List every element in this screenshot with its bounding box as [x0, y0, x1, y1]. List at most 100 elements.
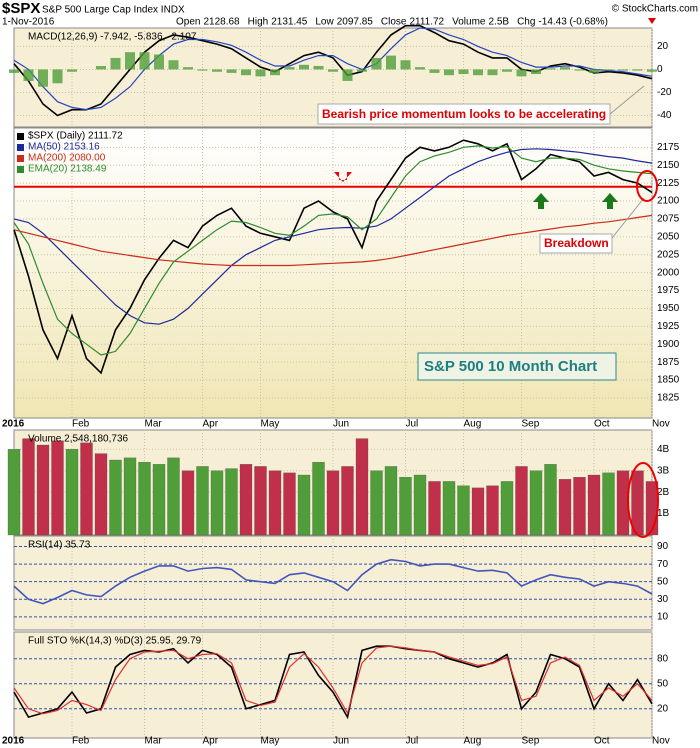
y-tick-label: 80	[657, 653, 669, 664]
highlight-ellipse	[636, 170, 658, 202]
plots: -40 -20 0 20 MACD(12,26,9) -7.942, -5.836, -…	[2, 24, 680, 747]
panel-label: RSI(14) 35.73	[28, 540, 91, 551]
y-tick-label: 0	[657, 64, 663, 75]
histogram-bar	[23, 69, 34, 81]
legend-entry: EMA(20) 2138.49	[28, 164, 107, 175]
y-tick-label: 2175	[657, 142, 680, 153]
down-triangle	[648, 18, 656, 24]
x-tick-label: Sep	[522, 736, 540, 747]
histogram-bar	[67, 69, 77, 72]
quote-label: Low	[315, 17, 334, 28]
histogram-bar	[342, 69, 353, 81]
panel: 20 50 80 2016 Feb Mar Apr May Jun Jul Aug Sep Oct Nov…	[2, 632, 670, 747]
x-tick-label: Feb	[72, 419, 90, 430]
legend-swatch	[17, 144, 24, 151]
panel-background	[13, 535, 653, 631]
y-tick-label: 50	[657, 678, 669, 689]
quote-label: Close	[381, 17, 407, 28]
histogram-bar	[255, 69, 266, 77]
series-line	[13, 645, 653, 715]
panel: 1825 1850 1875 1900 1925 1950 1975 2000 2025 2050…	[2, 128, 680, 430]
annotation: Bearish price momentum looks to be accel…	[322, 107, 606, 121]
series-line	[13, 645, 653, 720]
histogram-bar	[589, 69, 599, 73]
x-tick-label: Nov	[652, 419, 670, 430]
histogram-bar	[110, 57, 121, 70]
quote-value: -14.43 (-0.68%)	[538, 17, 607, 28]
x-tick-label: May	[261, 736, 280, 747]
series-line	[13, 214, 653, 267]
volume-bar	[486, 485, 499, 536]
histogram-bar	[502, 69, 512, 72]
volume-bar	[645, 481, 659, 536]
legend-swatch	[17, 166, 24, 173]
chart-label: S&P 500 10 Month Chart	[424, 358, 597, 375]
histogram-bar	[603, 69, 614, 71]
y-tick-label: 20	[657, 41, 669, 52]
series-line	[13, 558, 653, 605]
volume-bar	[123, 457, 137, 536]
y-tick-label: 20	[657, 703, 669, 714]
x-tick-label: May	[261, 419, 280, 430]
volume-bar	[442, 481, 456, 536]
legend-entry: MA(50) 2153.16	[28, 142, 100, 153]
volume-bar	[544, 464, 557, 536]
volume-bar	[312, 461, 325, 536]
buy-arrow	[602, 193, 618, 209]
symbol: $SPX	[2, 0, 40, 17]
y-tick-label: 70	[657, 559, 669, 570]
histogram-bar	[197, 69, 208, 71]
y-tick-label: 30	[657, 594, 669, 605]
sell-arrow	[334, 172, 352, 182]
legend-swatch	[17, 155, 24, 162]
volume-bar	[428, 481, 441, 536]
x-tick-label: Oct	[594, 419, 610, 430]
histogram-bar	[545, 68, 556, 70]
y-tick-label: 1850	[657, 375, 680, 386]
x-tick-label: Sep	[522, 419, 540, 430]
buy-arrow	[533, 193, 549, 209]
x-tick-label: 2016	[2, 736, 25, 747]
panel-label: MACD(12,26,9) -7.942, -5.836, -2.107	[28, 32, 197, 43]
volume-bar	[341, 466, 354, 536]
x-tick-label: Nov	[652, 736, 670, 747]
volume-bar	[167, 457, 180, 536]
x-tick-label: Jul	[406, 736, 419, 747]
histogram-bar	[632, 69, 643, 71]
histogram-bar	[357, 69, 367, 72]
volume-bar	[268, 470, 282, 536]
volume-bar	[65, 449, 79, 536]
quote-label: High	[248, 17, 269, 28]
quote: Open 2128.68 High 2131.45 Low 2097.85 Close 211…	[176, 17, 608, 28]
y-tick-label: 10	[657, 611, 669, 622]
series-line	[13, 24, 653, 117]
legend-entry: $SPX (Daily) 2111.72	[28, 131, 123, 142]
callout-line	[611, 197, 645, 239]
y-tick-label: 2025	[657, 249, 680, 260]
y-tick-label: 2000	[657, 267, 680, 278]
volume-bar	[529, 470, 543, 536]
y-tick-label: 1975	[657, 285, 680, 296]
panel: 10 30 50 70 90 RSI(14) 35.73	[13, 536, 669, 630]
x-tick-label: Mar	[145, 419, 163, 430]
volume-bar	[297, 474, 311, 536]
x-tick-label: Jun	[333, 419, 349, 430]
volume-bar	[283, 472, 296, 536]
histogram-bar	[531, 69, 541, 75]
volume-bar	[602, 472, 615, 536]
panel: -40 -20 0 20 MACD(12,26,9) -7.942, -5.836, -…	[9, 24, 672, 127]
x-tick-label: Apr	[203, 736, 219, 747]
histogram-bar	[125, 52, 135, 70]
volume-bar	[326, 470, 340, 536]
x-tick-label: 2016	[2, 419, 25, 430]
volume-bar	[138, 461, 151, 536]
y-tick-label: 1B	[657, 508, 670, 519]
panel: 1B 2B 3B 4B Volume 2,548,180,736	[7, 430, 670, 536]
quote-label: Volume	[452, 17, 486, 28]
y-tick-label: 2100	[657, 196, 680, 207]
x-tick-label: Aug	[464, 419, 482, 430]
histogram-bar	[328, 69, 338, 72]
y-tick-label: 2050	[657, 231, 680, 242]
histogram-bar	[212, 69, 222, 72]
